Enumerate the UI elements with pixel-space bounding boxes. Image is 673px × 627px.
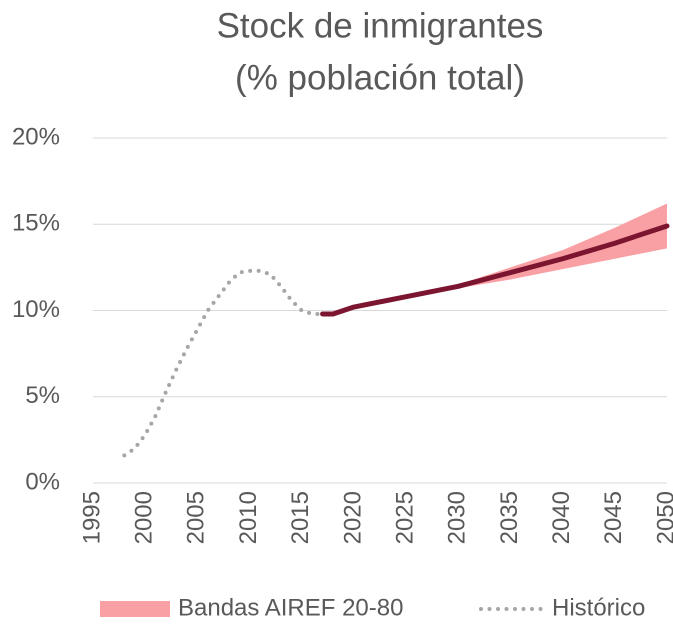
legend-swatch — [100, 601, 170, 617]
x-tick-label: 2020 — [339, 491, 366, 544]
y-tick-label: 0% — [25, 468, 60, 495]
band-area — [322, 203, 667, 314]
legend-label: Bandas AIREF 20-80 — [178, 594, 403, 621]
projection-line — [320, 223, 670, 317]
y-tick-label: 15% — [12, 210, 60, 237]
x-tick-label: 2035 — [496, 491, 523, 544]
x-tick-label: 1995 — [78, 491, 105, 544]
x-tick-label: 2025 — [391, 491, 418, 544]
x-tick-label: 2040 — [548, 491, 575, 544]
x-tick-label: 2015 — [287, 491, 314, 544]
historic-line — [122, 268, 325, 458]
y-tick-label: 10% — [12, 296, 60, 323]
legend-label: Histórico — [552, 594, 645, 621]
x-tick-label: 2000 — [131, 491, 158, 544]
x-tick-label: 2010 — [235, 491, 262, 544]
x-tick-label: 2050 — [652, 491, 673, 544]
chart-subtitle: (% población total) — [235, 58, 525, 97]
x-tick-label: 2030 — [444, 491, 471, 544]
x-tick-label: 2005 — [183, 491, 210, 544]
chart-title: Stock de inmigrantes — [217, 6, 544, 45]
x-tick-label: 2045 — [600, 491, 627, 544]
y-tick-label: 5% — [25, 382, 60, 409]
y-tick-label: 20% — [12, 123, 60, 150]
